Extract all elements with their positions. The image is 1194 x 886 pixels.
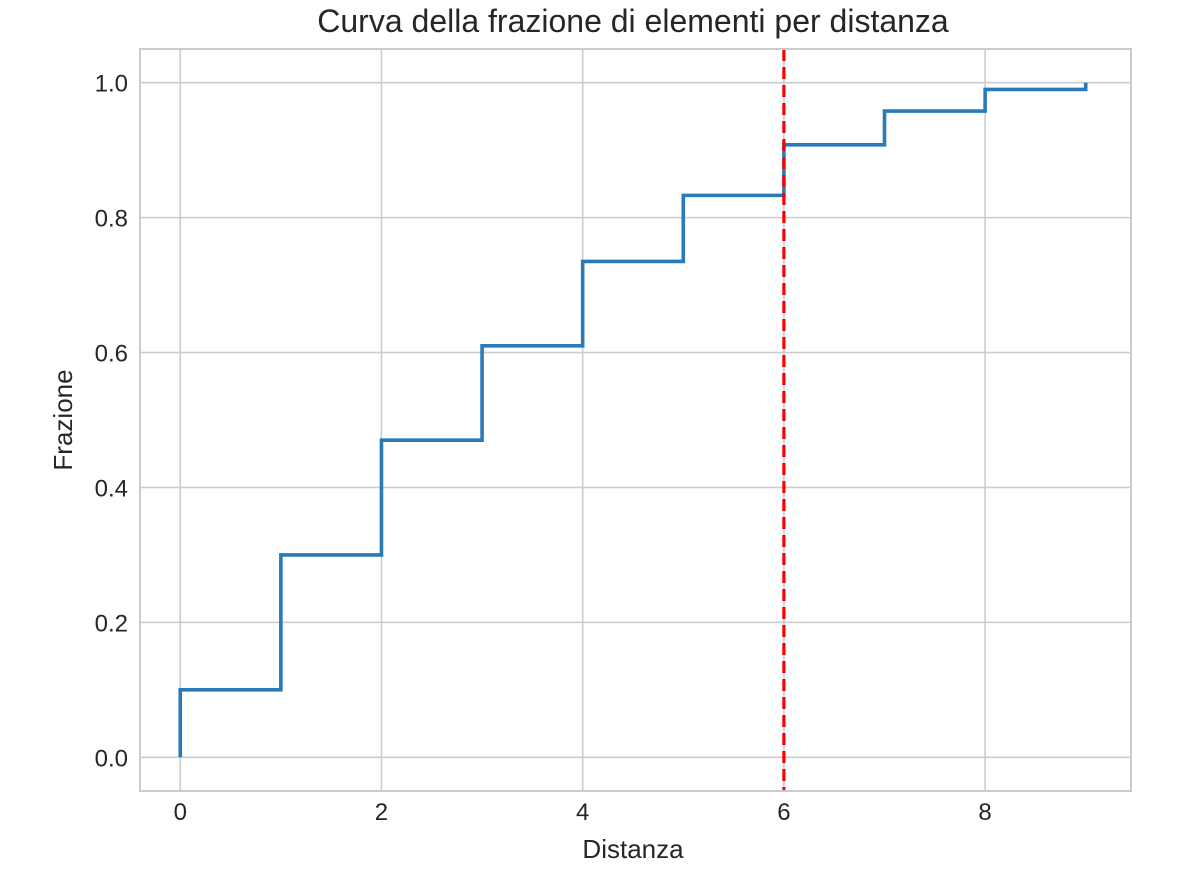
y-tick-label: 0.8 (95, 206, 128, 233)
grid (140, 49, 1131, 791)
y-tick-label: 0.0 (95, 745, 128, 772)
y-tick-label: 0.4 (95, 475, 128, 502)
x-tick-label: 4 (576, 799, 589, 826)
y-tick-label: 0.6 (95, 341, 128, 368)
x-tick-label: 8 (978, 799, 991, 826)
series-layer (178, 82, 1088, 758)
x-tick-labels: 0 2 4 6 8 (174, 799, 992, 826)
step-series-line (178, 82, 1088, 758)
y-tick-labels: 0.0 0.2 0.4 0.6 0.8 1.0 (95, 71, 128, 773)
x-axis-label: Distanza (582, 834, 684, 864)
y-tick-label: 1.0 (95, 71, 128, 98)
plot-frame (139, 48, 1132, 792)
x-tick-label: 0 (174, 799, 187, 826)
x-tick-label: 2 (375, 799, 388, 826)
x-tick-label: 6 (777, 799, 790, 826)
y-tick-label: 0.2 (95, 610, 128, 637)
chart-title: Curva della frazione di elementi per dis… (317, 3, 949, 39)
y-axis-label: Frazione (48, 369, 78, 470)
